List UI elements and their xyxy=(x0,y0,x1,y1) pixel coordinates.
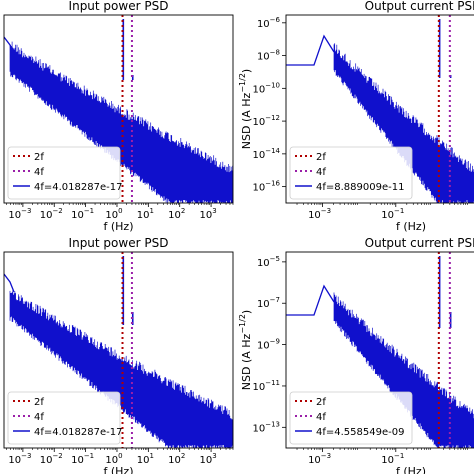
series-low-freq-trace xyxy=(4,36,15,56)
legend-box xyxy=(289,146,413,200)
x-tick-label: 10−3 xyxy=(8,207,31,221)
series-low-freq-trace xyxy=(286,34,335,66)
panel-2: 10−3 10−1 10−6 10−8 10−10 10−12 10−14 10−16 NSD … xyxy=(238,0,474,233)
x-tick-label: 101 xyxy=(137,452,154,466)
legend-box xyxy=(7,391,121,445)
legend-entry: 4f=4.018287e-17 xyxy=(34,427,122,438)
series-noise-band xyxy=(9,290,233,448)
legend-entry: 2f xyxy=(316,397,326,408)
x-axis-label: f (Hz) xyxy=(396,465,426,474)
axes-frame xyxy=(3,251,234,449)
legend-entry: 2f xyxy=(34,152,44,163)
y-tick-label: 10−16 xyxy=(252,180,280,194)
x-tick-label: 10−2 xyxy=(40,452,63,466)
y-tick-label: 10−14 xyxy=(252,147,280,161)
x-tick-label: 101 xyxy=(137,207,154,221)
x-tick-label: 102 xyxy=(168,207,185,221)
x-tick-label: 100 xyxy=(105,452,122,466)
legend: 2f 4f 4f=4.018287e-17 xyxy=(7,146,122,200)
series-noise-band xyxy=(9,41,233,203)
panel-1: 10−3 10−2 10−1 100 101 102 103 Input power PSD f… xyxy=(3,0,234,233)
x-axis-label: f (Hz) xyxy=(104,465,134,474)
y-tick-label: 10−7 xyxy=(257,296,280,310)
legend-entry: 4f xyxy=(34,412,44,423)
series-noise-band xyxy=(333,292,474,448)
legend-entry: 2f xyxy=(316,152,326,163)
chart-title: Input power PSD xyxy=(69,236,169,250)
series-noise-band xyxy=(333,43,474,203)
x-tick-label: 10−3 xyxy=(308,207,331,221)
chart-title: Input power PSD xyxy=(69,0,169,13)
x-tick-label: 10−1 xyxy=(71,207,94,221)
legend-entry: 4f=4.018287e-17 xyxy=(34,182,122,193)
chart-title: Output current PSD xyxy=(365,0,474,13)
x-axis-label: f (Hz) xyxy=(104,220,134,233)
panel-3: 10−3 10−2 10−1 100 101 102 103 Input power PSD f… xyxy=(3,236,234,474)
series-low-freq-trace xyxy=(286,284,335,316)
x-tick-label: 10−3 xyxy=(8,452,31,466)
legend-entry: 2f xyxy=(34,397,44,408)
legend-entry: 4f xyxy=(316,167,326,178)
chart-title: Output current PSD xyxy=(365,236,474,250)
series-low-freq-trace xyxy=(4,273,15,293)
legend: 2f 4f 4f=8.889009e-11 xyxy=(289,146,413,200)
legend: 2f 4f 4f=4.558549e-09 xyxy=(289,391,413,445)
y-tick-label: 10−5 xyxy=(257,255,280,269)
x-tick-label: 10−3 xyxy=(308,452,331,466)
y-tick-label: 10−9 xyxy=(257,338,280,352)
axes-frame xyxy=(285,14,474,204)
x-tick-label: 100 xyxy=(105,207,122,221)
y-tick-label: 10−12 xyxy=(252,114,280,128)
y-tick-label: 10−10 xyxy=(252,81,280,95)
legend-entry: 4f xyxy=(34,167,44,178)
legend-entry: 4f=4.558549e-09 xyxy=(316,427,404,438)
x-tick-label: 10−1 xyxy=(381,207,404,221)
x-axis-label: f (Hz) xyxy=(396,220,426,233)
legend-entry: 4f=8.889009e-11 xyxy=(316,182,404,193)
legend-entry: 4f xyxy=(316,412,326,423)
y-tick-label: 10−11 xyxy=(252,379,280,393)
x-tick-label: 102 xyxy=(168,452,185,466)
axes-frame xyxy=(285,251,474,449)
y-tick-label: 10−6 xyxy=(257,16,281,30)
x-tick-label: 10−2 xyxy=(40,207,63,221)
legend: 2f 4f 4f=4.018287e-17 xyxy=(7,391,122,445)
axes-frame xyxy=(3,14,234,204)
legend-box xyxy=(7,146,121,200)
legend-box xyxy=(289,391,413,445)
x-tick-label: 103 xyxy=(199,452,216,466)
panel-4: 10−3 10−1 10−5 10−7 10−9 10−11 10−13 NSD (A Hz−… xyxy=(238,236,474,474)
y-tick-label: 10−13 xyxy=(252,420,280,434)
y-axis-label: NSD (A Hz−1/2) xyxy=(238,69,253,149)
y-tick-label: 10−8 xyxy=(257,49,280,63)
x-tick-label: 10−1 xyxy=(71,452,94,466)
x-tick-label: 10−1 xyxy=(381,452,404,466)
y-axis-label: NSD (A Hz−1/2) xyxy=(238,310,253,390)
x-tick-label: 103 xyxy=(199,207,216,221)
